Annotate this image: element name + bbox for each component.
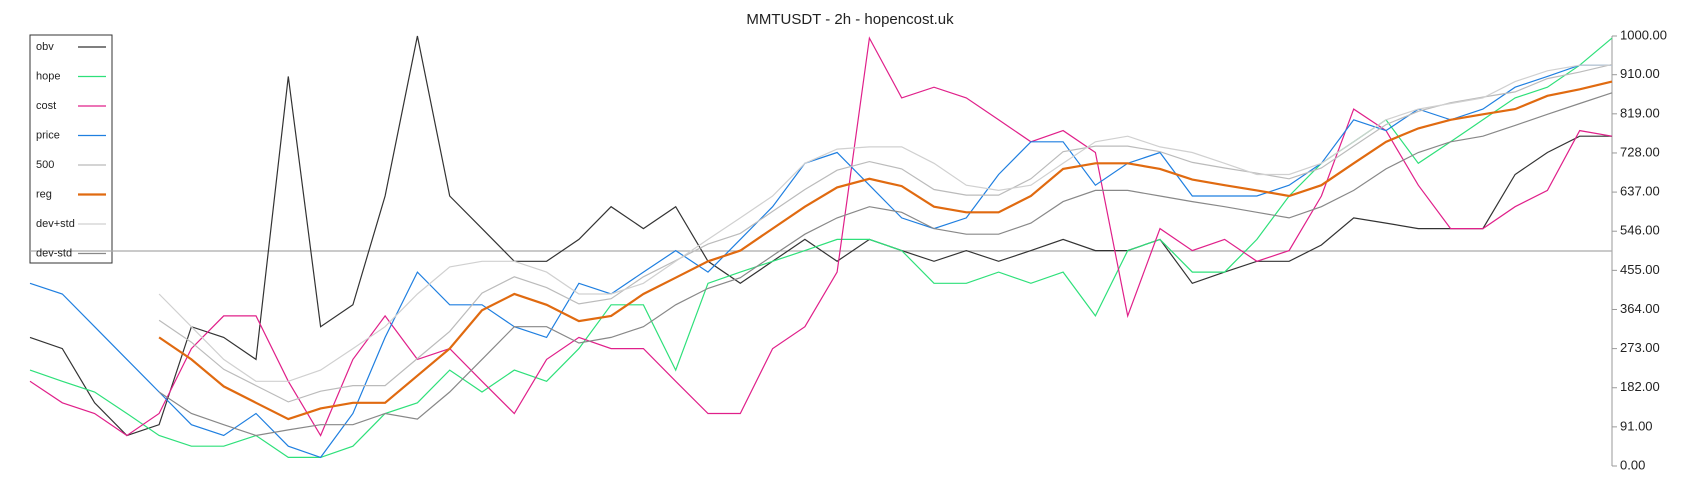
- legend-label: cost: [36, 100, 56, 112]
- series-line: [29, 36, 1613, 437]
- legend-label: 500: [36, 159, 54, 171]
- y-tick-label: 1000.00: [1620, 27, 1667, 42]
- legend-label: price: [36, 129, 60, 141]
- y-tick-label: 182.00: [1620, 379, 1660, 394]
- series-line: [158, 80, 1613, 421]
- y-tick-label: 273.00: [1620, 340, 1660, 355]
- y-tick-label: 819.00: [1620, 105, 1660, 120]
- series-line: [158, 64, 1612, 382]
- legend-label: dev+std: [36, 218, 75, 230]
- y-tick-label: 728.00: [1620, 144, 1660, 159]
- y-tick-label: 546.00: [1620, 223, 1660, 238]
- y-tick-label: 637.00: [1620, 184, 1660, 199]
- legend-box: [29, 34, 113, 264]
- legend-label: reg: [36, 188, 52, 200]
- legend-label: obv: [36, 41, 54, 53]
- y-tick-label: 364.00: [1620, 301, 1660, 316]
- y-tick-label: 910.00: [1620, 66, 1660, 81]
- series-line: [29, 35, 1612, 437]
- series-line: [158, 92, 1613, 437]
- legend-label: hope: [36, 70, 60, 82]
- chart-title: MMTUSDT - 2h - hopencost.uk: [746, 11, 954, 28]
- series-line: [158, 63, 1613, 403]
- y-tick-label: 0.00: [1620, 457, 1645, 472]
- series-line: [29, 37, 1613, 458]
- y-tick-label: 455.00: [1620, 262, 1660, 277]
- legend-label: dev-std: [36, 247, 72, 259]
- series-line: [29, 64, 1612, 459]
- y-tick-label: 91.00: [1620, 418, 1653, 433]
